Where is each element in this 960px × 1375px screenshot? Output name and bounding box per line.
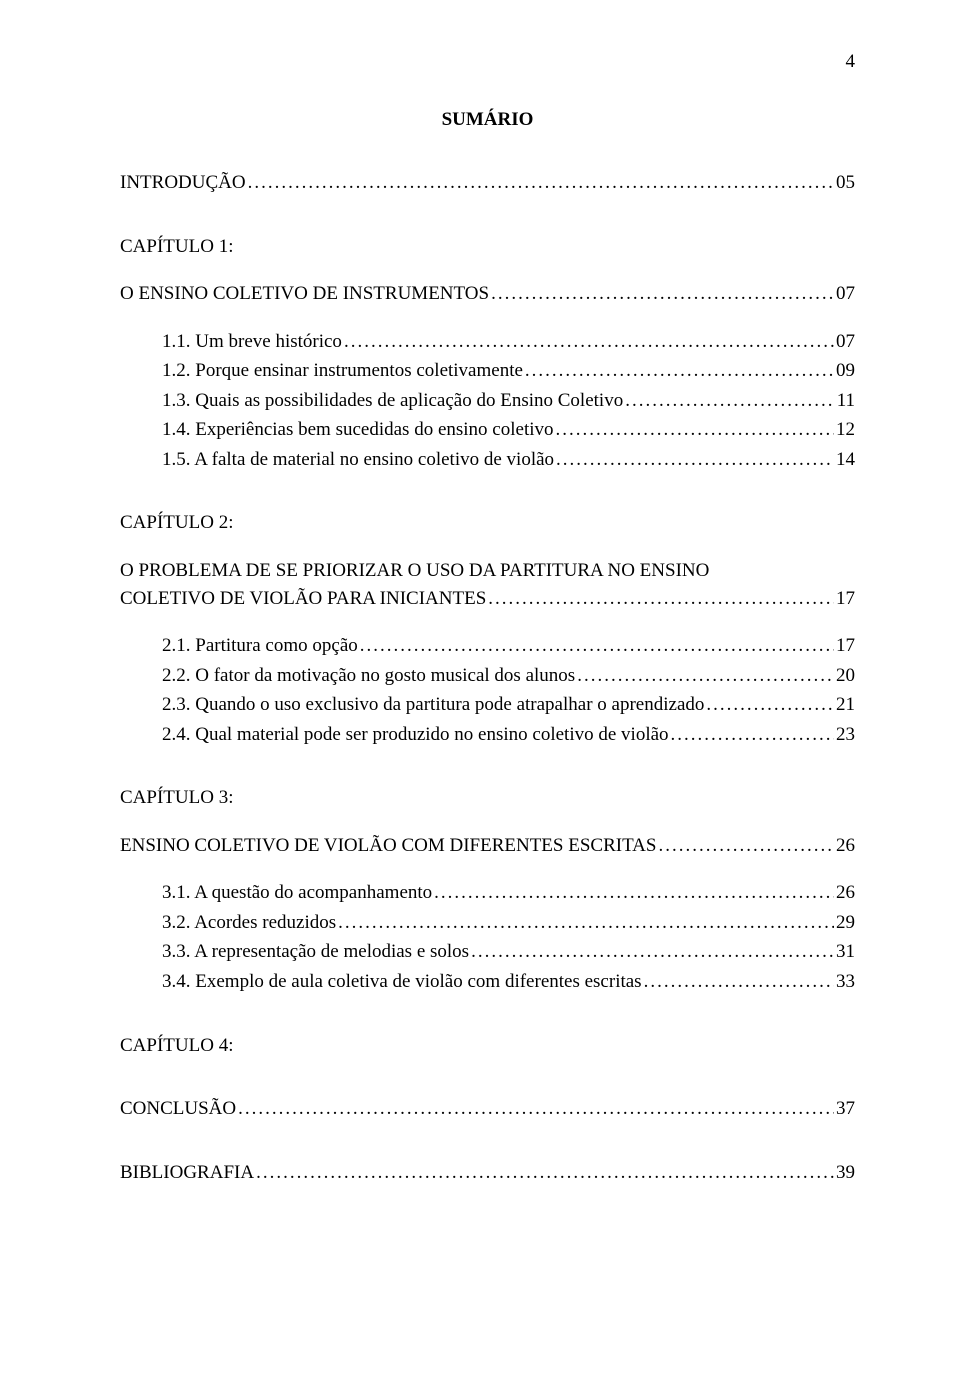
chapter-2-label: CAPÍTULO 2: — [120, 509, 855, 537]
dots — [236, 1095, 834, 1123]
item-page: 31 — [834, 938, 855, 966]
dots — [669, 721, 834, 749]
chapter-2-title-block: O PROBLEMA DE SE PRIORIZAR O USO DA PART… — [120, 557, 855, 612]
toc-item: 3.2. Acordes reduzidos 29 — [162, 909, 855, 937]
toc-item: 3.1. A questão do acompanhamento 26 — [162, 879, 855, 907]
item-label: 1.5. A falta de material no ensino colet… — [162, 446, 554, 474]
toc-item: 1.1. Um breve histórico 07 — [162, 328, 855, 356]
item-page: 21 — [834, 691, 855, 719]
dots — [554, 416, 834, 444]
toc-item: 2.1. Partitura como opção 17 — [162, 632, 855, 660]
dots — [432, 879, 834, 907]
chapter-2-title-line1: O PROBLEMA DE SE PRIORIZAR O USO DA PART… — [120, 557, 855, 585]
item-label: 1.2. Porque ensinar instrumentos coletiv… — [162, 357, 523, 385]
dots — [246, 169, 834, 197]
item-page: 09 — [834, 357, 855, 385]
item-label: 1.1. Um breve histórico — [162, 328, 342, 356]
toc-item: 1.3. Quais as possibilidades de aplicaçã… — [162, 387, 855, 415]
dots — [489, 280, 834, 308]
item-page: 33 — [834, 968, 855, 996]
chapter-2-title-line2: COLETIVO DE VIOLÃO PARA INICIANTES — [120, 585, 486, 613]
toc-item: 3.3. A representação de melodias e solos… — [162, 938, 855, 966]
item-label: 3.1. A questão do acompanhamento — [162, 879, 432, 907]
chapter-1-page: 07 — [834, 280, 855, 308]
item-label: 2.4. Qual material pode ser produzido no… — [162, 721, 669, 749]
chapter-2: CAPÍTULO 2: O PROBLEMA DE SE PRIORIZAR O… — [120, 509, 855, 748]
item-label: 2.3. Quando o uso exclusivo da partitura… — [162, 691, 704, 719]
conclusion-page: 37 — [834, 1095, 855, 1123]
chapter-1-label: CAPÍTULO 1: — [120, 233, 855, 261]
toc-conclusion: CONCLUSÃO 37 — [120, 1095, 855, 1123]
item-page: 12 — [834, 416, 855, 444]
main-title: SUMÁRIO — [120, 106, 855, 134]
toc-intro: INTRODUÇÃO 05 — [120, 169, 855, 197]
toc-item: 2.3. Quando o uso exclusivo da partitura… — [162, 691, 855, 719]
item-page: 07 — [834, 328, 855, 356]
dots — [623, 387, 835, 415]
item-label: 3.4. Exemplo de aula coletiva de violão … — [162, 968, 642, 996]
item-page: 26 — [834, 879, 855, 907]
item-page: 11 — [835, 387, 855, 415]
item-label: 3.3. A representação de melodias e solos — [162, 938, 469, 966]
chapter-3-title: ENSINO COLETIVO DE VIOLÃO COM DIFERENTES… — [120, 832, 656, 860]
dots — [358, 632, 834, 660]
chapter-1: CAPÍTULO 1: O ENSINO COLETIVO DE INSTRUM… — [120, 233, 855, 474]
item-page: 17 — [834, 632, 855, 660]
toc-item: 2.2. O fator da motivação no gosto music… — [162, 662, 855, 690]
chapter-1-title-line: O ENSINO COLETIVO DE INSTRUMENTOS 07 — [120, 280, 855, 308]
toc-item: 1.4. Experiências bem sucedidas do ensin… — [162, 416, 855, 444]
chapter-3: CAPÍTULO 3: ENSINO COLETIVO DE VIOLÃO CO… — [120, 784, 855, 995]
chapter-4-label: CAPÍTULO 4: — [120, 1032, 855, 1060]
dots — [469, 938, 834, 966]
toc-bibliography: BIBLIOGRAFIA 39 — [120, 1159, 855, 1187]
item-label: 1.4. Experiências bem sucedidas do ensin… — [162, 416, 554, 444]
dots — [704, 691, 834, 719]
item-label: 2.1. Partitura como opção — [162, 632, 358, 660]
chapter-2-title-line2-row: COLETIVO DE VIOLÃO PARA INICIANTES 17 — [120, 585, 855, 613]
toc-item: 2.4. Qual material pode ser produzido no… — [162, 721, 855, 749]
chapter-2-items: 2.1. Partitura como opção 17 2.2. O fato… — [162, 632, 855, 748]
bibliography-page: 39 — [834, 1159, 855, 1187]
chapter-1-items: 1.1. Um breve histórico 07 1.2. Porque e… — [162, 328, 855, 474]
intro-label: INTRODUÇÃO — [120, 169, 246, 197]
intro-page: 05 — [834, 169, 855, 197]
chapter-3-title-line: ENSINO COLETIVO DE VIOLÃO COM DIFERENTES… — [120, 832, 855, 860]
conclusion-label: CONCLUSÃO — [120, 1095, 236, 1123]
chapter-3-items: 3.1. A questão do acompanhamento 26 3.2.… — [162, 879, 855, 995]
chapter-1-title: O ENSINO COLETIVO DE INSTRUMENTOS — [120, 280, 489, 308]
chapter-3-label: CAPÍTULO 3: — [120, 784, 855, 812]
dots — [336, 909, 834, 937]
chapter-3-page: 26 — [834, 832, 855, 860]
toc-item: 3.4. Exemplo de aula coletiva de violão … — [162, 968, 855, 996]
dots — [523, 357, 834, 385]
dots — [656, 832, 834, 860]
item-label: 3.2. Acordes reduzidos — [162, 909, 336, 937]
page-number: 4 — [120, 48, 855, 76]
toc-item: 1.2. Porque ensinar instrumentos coletiv… — [162, 357, 855, 385]
toc-item: 1.5. A falta de material no ensino colet… — [162, 446, 855, 474]
item-label: 1.3. Quais as possibilidades de aplicaçã… — [162, 387, 623, 415]
dots — [486, 585, 834, 613]
dots — [254, 1159, 834, 1187]
bibliography-label: BIBLIOGRAFIA — [120, 1159, 254, 1187]
item-page: 14 — [834, 446, 855, 474]
dots — [342, 328, 834, 356]
chapter-2-page: 17 — [834, 585, 855, 613]
item-page: 23 — [834, 721, 855, 749]
dots — [554, 446, 834, 474]
item-label: 2.2. O fator da motivação no gosto music… — [162, 662, 575, 690]
item-page: 29 — [834, 909, 855, 937]
item-page: 20 — [834, 662, 855, 690]
dots — [642, 968, 834, 996]
dots — [575, 662, 834, 690]
